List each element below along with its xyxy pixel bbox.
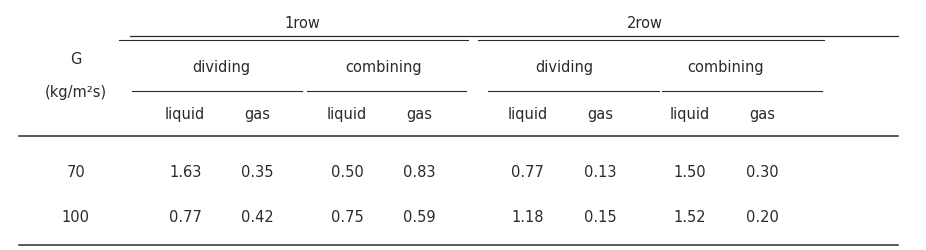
Text: 1.63: 1.63 — [169, 165, 201, 180]
Text: dividing: dividing — [535, 60, 593, 75]
Text: 1.50: 1.50 — [673, 165, 707, 180]
Text: 0.77: 0.77 — [511, 165, 544, 180]
Text: 0.83: 0.83 — [403, 165, 436, 180]
Text: 2row: 2row — [627, 16, 663, 31]
Text: combining: combining — [345, 60, 421, 75]
Text: (kg/m²s): (kg/m²s) — [44, 85, 107, 100]
Text: liquid: liquid — [507, 108, 548, 122]
Text: G: G — [70, 52, 81, 68]
Text: combining: combining — [688, 60, 764, 75]
Text: 1.52: 1.52 — [673, 210, 707, 225]
Text: gas: gas — [749, 108, 775, 122]
Text: liquid: liquid — [165, 108, 206, 122]
Text: 0.30: 0.30 — [745, 165, 779, 180]
Text: 0.59: 0.59 — [403, 210, 436, 225]
Text: 1row: 1row — [284, 16, 320, 31]
Text: 0.35: 0.35 — [241, 165, 274, 180]
Text: liquid: liquid — [327, 108, 368, 122]
Text: gas: gas — [244, 108, 270, 122]
Text: liquid: liquid — [669, 108, 710, 122]
Text: gas: gas — [407, 108, 432, 122]
Text: dividing: dividing — [193, 60, 250, 75]
Text: 0.13: 0.13 — [583, 165, 617, 180]
Text: 100: 100 — [62, 210, 90, 225]
Text: 0.42: 0.42 — [241, 210, 274, 225]
Text: 0.50: 0.50 — [331, 165, 364, 180]
Text: 70: 70 — [67, 165, 85, 180]
Text: 0.77: 0.77 — [169, 210, 202, 225]
Text: 0.20: 0.20 — [745, 210, 779, 225]
Text: 0.15: 0.15 — [583, 210, 617, 225]
Text: gas: gas — [587, 108, 613, 122]
Text: 1.18: 1.18 — [511, 210, 544, 225]
Text: 0.75: 0.75 — [331, 210, 364, 225]
